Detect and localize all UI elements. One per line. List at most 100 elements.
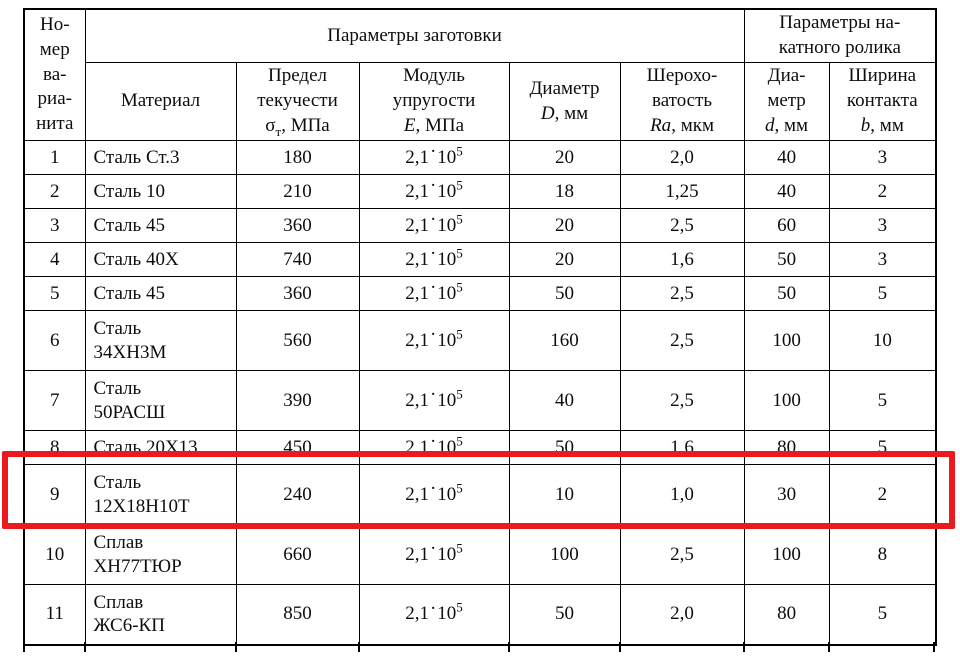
roller-diameter-cell: 100: [743, 524, 830, 585]
contact-width-cell: 5: [828, 584, 937, 645]
elastic-modulus-cell: 2,1·105: [358, 430, 510, 465]
elastic-modulus-cell: 2,1·105: [358, 584, 510, 645]
cutoff-line: [23, 642, 25, 652]
sub-header-yield-strength: Предел текучести σт, МПа: [235, 62, 360, 141]
elastic-modulus-cell: 2,1·105: [358, 524, 510, 585]
elastic-modulus-cell: 2,1·105: [358, 140, 510, 175]
sub-header-roughness: Шерохо-ватость Ra, мкм: [619, 62, 745, 141]
cutoff-line: [235, 642, 237, 652]
variant-number-cell: 1: [23, 140, 86, 175]
roller-diameter-cell: 80: [743, 430, 830, 465]
table-header: Но- мер ва- риа- нита Параметры заготовк…: [23, 8, 937, 141]
roller-diameter-cell: 50: [743, 242, 830, 277]
yield-strength-cell: 360: [235, 208, 360, 243]
roughness-cell: 2,0: [619, 584, 745, 645]
roller-diameter-cell: 80: [743, 584, 830, 645]
roller-params-group-header: Параметры на- катного ролика: [743, 8, 937, 63]
roughness-cell: 2,5: [619, 370, 745, 431]
contact-width-cell: 2: [828, 464, 937, 525]
cutoff-line: [933, 642, 935, 652]
contact-width-cell: 2: [828, 174, 937, 209]
material-cell: Сталь 20Х13: [84, 430, 237, 465]
contact-width-cell: 3: [828, 242, 937, 277]
roller-diameter-cell: 40: [743, 174, 830, 209]
yield-strength-cell: 360: [235, 276, 360, 311]
roughness-cell: 2,0: [619, 140, 745, 175]
roughness-cell: 2,5: [619, 524, 745, 585]
elastic-modulus-cell: 2,1·105: [358, 464, 510, 525]
diameter-cell: 50: [508, 584, 621, 645]
diameter-cell: 160: [508, 310, 621, 371]
variant-number-cell: 5: [23, 276, 86, 311]
yield-strength-cell: 660: [235, 524, 360, 585]
variant-number-cell: 9: [23, 464, 86, 525]
cutoff-line: [743, 642, 745, 652]
contact-width-cell: 5: [828, 276, 937, 311]
variant-number-cell: 3: [23, 208, 86, 243]
variant-number-cell: 4: [23, 242, 86, 277]
yield-strength-cell: 390: [235, 370, 360, 431]
roller-diameter-cell: 50: [743, 276, 830, 311]
roughness-cell: 2,5: [619, 276, 745, 311]
roughness-cell: 1,6: [619, 430, 745, 465]
yield-strength-cell: 180: [235, 140, 360, 175]
sub-header-material: Материал: [84, 62, 237, 141]
parameters-table: Но- мер ва- риа- нита Параметры заготовк…: [23, 8, 938, 646]
variant-number-cell: 6: [23, 310, 86, 371]
diameter-cell: 50: [508, 430, 621, 465]
table-row: 5 Сталь 45 360 2,1·105 50 2,5 50 5: [23, 276, 937, 311]
roughness-cell: 1,0: [619, 464, 745, 525]
table-row-highlighted: 9 Сталь 12Х18Н10Т 240 2,1·105 10 1,0 30 2: [23, 464, 937, 525]
diameter-cell: 40: [508, 370, 621, 431]
table-row: 11 Сплав ЖС6-КП 850 2,1·105 50 2,0 80 5: [23, 584, 937, 645]
variant-number-cell: 10: [23, 524, 86, 585]
variant-number-cell: 2: [23, 174, 86, 209]
roller-diameter-cell: 100: [743, 310, 830, 371]
diameter-cell: 20: [508, 208, 621, 243]
elastic-modulus-cell: 2,1·105: [358, 174, 510, 209]
cutoff-line: [619, 642, 621, 652]
variant-number-header: Но- мер ва- риа- нита: [23, 8, 86, 141]
cutoff-line: [358, 642, 360, 652]
diameter-cell: 10: [508, 464, 621, 525]
elastic-modulus-cell: 2,1·105: [358, 310, 510, 371]
contact-width-cell: 5: [828, 430, 937, 465]
yield-strength-cell: 240: [235, 464, 360, 525]
sub-header-row: Материал Предел текучести σт, МПа Модуль упру…: [24, 62, 937, 141]
roughness-cell: 1,25: [619, 174, 745, 209]
table-row: 8 Сталь 20Х13 450 2,1·105 50 1,6 80 5: [23, 430, 937, 465]
cutoff-line: [84, 642, 86, 652]
material-cell: Сталь 45: [84, 208, 237, 243]
sub-header-elastic-modulus: Модуль упругости E, МПа: [358, 62, 510, 141]
roughness-cell: 1,6: [619, 242, 745, 277]
table-row: 1 Сталь Ст.3 180 2,1·105 20 2,0 40 3: [23, 140, 937, 175]
table-row: 4 Сталь 40Х 740 2,1·105 20 1,6 50 3: [23, 242, 937, 277]
elastic-modulus-cell: 2,1·105: [358, 208, 510, 243]
yield-strength-cell: 210: [235, 174, 360, 209]
yield-strength-cell: 740: [235, 242, 360, 277]
roller-diameter-cell: 60: [743, 208, 830, 243]
variant-number-cell: 7: [23, 370, 86, 431]
elastic-modulus-cell: 2,1·105: [358, 370, 510, 431]
sub-header-diameter: Диаметр D, мм: [508, 62, 621, 141]
variant-number-cell: 8: [23, 430, 86, 465]
roller-diameter-cell: 40: [743, 140, 830, 175]
contact-width-cell: 8: [828, 524, 937, 585]
workpiece-params-group-header: Параметры заготовки: [84, 8, 745, 63]
roller-diameter-cell: 100: [743, 370, 830, 431]
table-row: 7 Сталь 50РАСШ 390 2,1·105 40 2,5 100 5: [23, 370, 937, 431]
diameter-cell: 50: [508, 276, 621, 311]
elastic-modulus-cell: 2,1·105: [358, 276, 510, 311]
table-body: 1 Сталь Ст.3 180 2,1·105 20 2,0 40 3 2 Сталь 10 21…: [23, 140, 937, 645]
roller-diameter-cell: 30: [743, 464, 830, 525]
contact-width-cell: 3: [828, 140, 937, 175]
material-cell: Сталь 12Х18Н10Т: [84, 464, 237, 525]
yield-strength-cell: 560: [235, 310, 360, 371]
group-header-row: Но- мер ва- риа- нита Параметры заготовк…: [23, 8, 937, 141]
yield-strength-cell: 850: [235, 584, 360, 645]
material-cell: Сталь 45: [84, 276, 237, 311]
material-cell: Сплав ЖС6-КП: [84, 584, 237, 645]
material-cell: Сталь 34ХН3М: [84, 310, 237, 371]
material-cell: Сплав ХН77ТЮР: [84, 524, 237, 585]
